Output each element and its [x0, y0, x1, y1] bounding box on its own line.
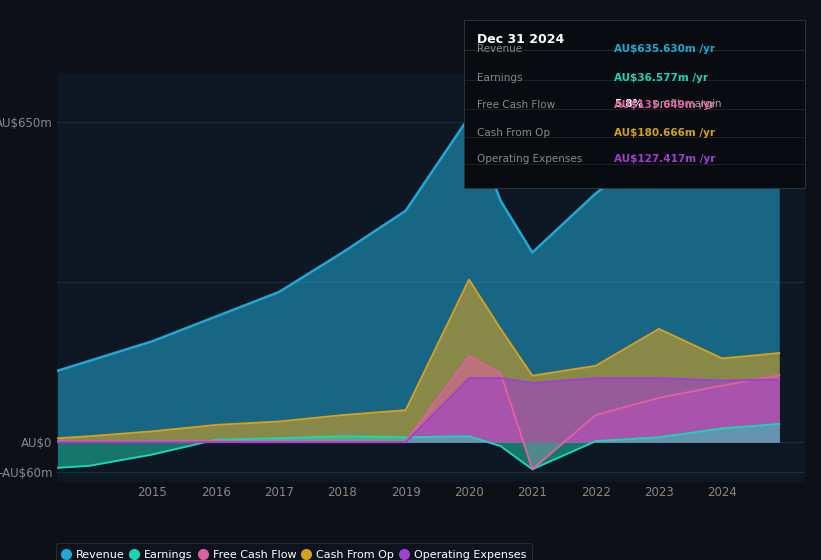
Text: AU$127.417m /yr: AU$127.417m /yr	[614, 154, 715, 164]
Text: Cash From Op: Cash From Op	[478, 128, 551, 138]
Legend: Revenue, Earnings, Free Cash Flow, Cash From Op, Operating Expenses: Revenue, Earnings, Free Cash Flow, Cash …	[56, 543, 532, 560]
Text: Free Cash Flow: Free Cash Flow	[478, 100, 556, 110]
Text: AU$180.666m /yr: AU$180.666m /yr	[614, 128, 715, 138]
Text: AU$36.577m /yr: AU$36.577m /yr	[614, 73, 708, 82]
Text: Operating Expenses: Operating Expenses	[478, 154, 583, 164]
Text: AU$135.649m /yr: AU$135.649m /yr	[614, 100, 715, 110]
Text: Earnings: Earnings	[478, 73, 523, 82]
Text: 5.8%: 5.8%	[614, 100, 643, 109]
Text: AU$635.630m /yr: AU$635.630m /yr	[614, 44, 715, 54]
Text: Dec 31 2024: Dec 31 2024	[478, 33, 565, 46]
Text: profit margin: profit margin	[649, 100, 721, 109]
Text: Revenue: Revenue	[478, 44, 523, 54]
